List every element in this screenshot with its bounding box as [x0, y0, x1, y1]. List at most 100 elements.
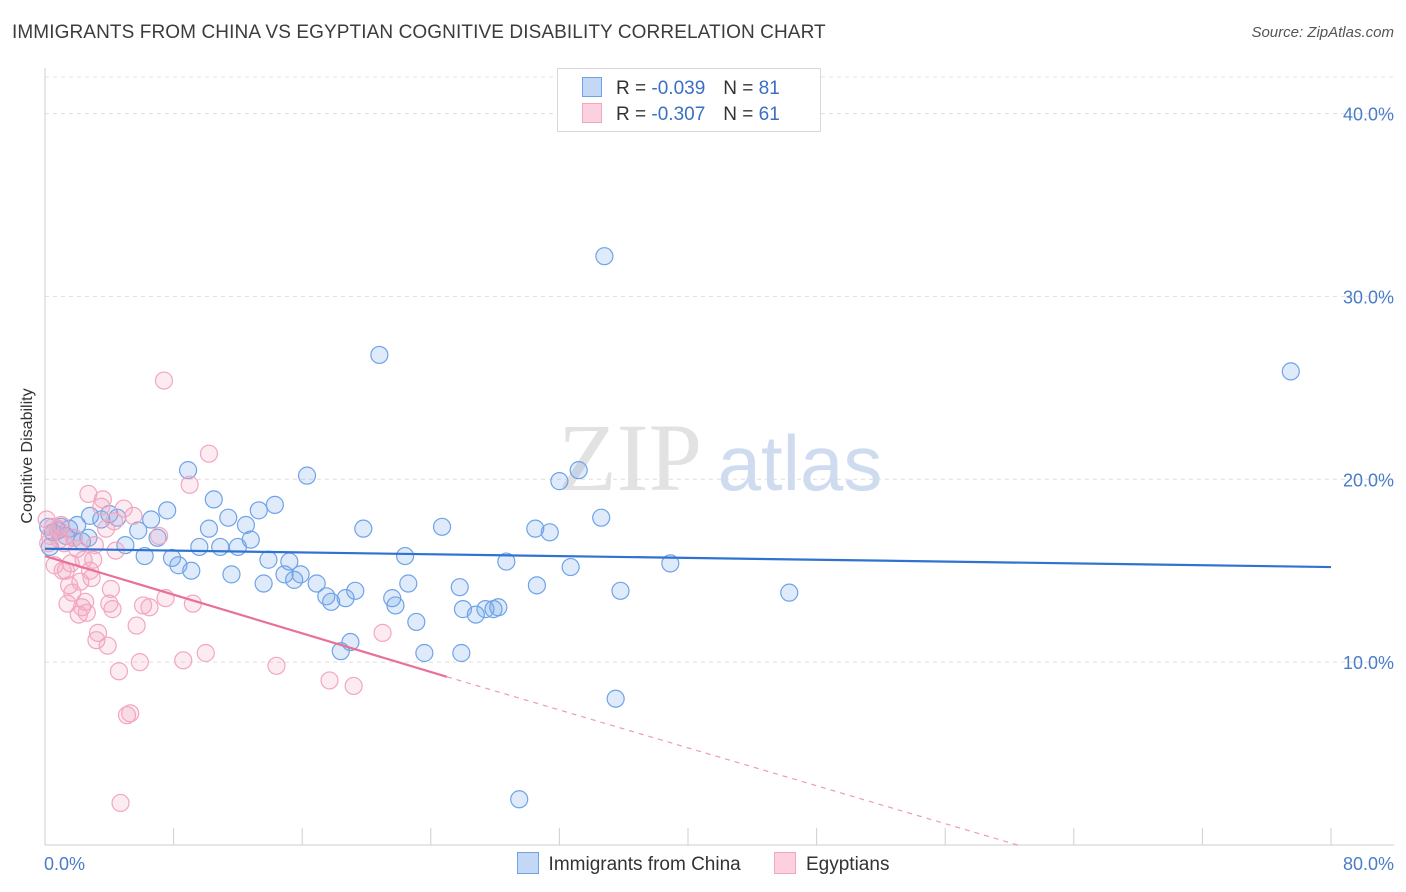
- data-point-china: [190, 537, 209, 557]
- data-point-egyptians: [174, 651, 193, 670]
- chart-source: Source: ZipAtlas.com: [1251, 24, 1394, 41]
- data-point-china: [450, 578, 469, 597]
- data-point-china: [452, 643, 471, 663]
- data-point-china: [466, 605, 485, 624]
- data-point-egyptians: [85, 536, 104, 555]
- data-point-egyptians: [344, 676, 363, 696]
- data-point-china: [661, 554, 680, 573]
- legend-r-value-egyptians: -0.307: [651, 104, 706, 125]
- data-point-china: [265, 495, 284, 514]
- legend-n-label: N =: [723, 78, 754, 99]
- trend-line-egyptians: [44, 555, 448, 678]
- legend-r-label: R =: [616, 78, 647, 99]
- chart-title: IMMIGRANTS FROM CHINA VS EGYPTIAN COGNIT…: [12, 22, 826, 43]
- data-point-egyptians: [133, 596, 153, 615]
- data-point-egyptians: [199, 444, 219, 463]
- legend-r-value-china: -0.039: [651, 78, 706, 99]
- data-point-china: [222, 565, 241, 584]
- data-point-china: [254, 574, 273, 593]
- trend-lines: [44, 547, 1332, 846]
- data-point-china: [526, 519, 545, 538]
- data-point-china: [291, 565, 310, 584]
- data-point-egyptians: [84, 550, 103, 569]
- data-point-egyptians: [98, 636, 117, 655]
- data-point-china: [606, 689, 625, 708]
- data-point-china: [135, 546, 154, 566]
- data-point-egyptians: [267, 656, 286, 675]
- data-point-china: [162, 548, 182, 568]
- data-point-egyptians: [117, 706, 137, 725]
- data-point-china: [550, 472, 569, 491]
- data-point-china: [592, 508, 611, 527]
- data-point-china: [317, 587, 336, 606]
- data-point-china: [336, 589, 355, 608]
- data-point-china: [510, 790, 529, 809]
- legend-item-china[interactable]: Immigrants from China: [516, 852, 741, 876]
- data-point-china: [489, 598, 508, 617]
- gridlines: [45, 76, 1394, 663]
- legend-label-egyptians: Egyptians: [806, 854, 890, 875]
- data-point-china: [322, 592, 341, 611]
- data-point-egyptians: [130, 653, 149, 672]
- data-point-china: [780, 583, 799, 602]
- data-point-egyptians: [105, 512, 124, 531]
- data-point-china: [569, 461, 588, 480]
- data-point-china: [219, 508, 238, 527]
- data-point-china: [178, 461, 198, 480]
- data-point-china: [407, 612, 426, 632]
- data-point-egyptians: [100, 594, 119, 613]
- y-tick-label: 30.0%: [1343, 287, 1394, 307]
- data-point-china: [561, 557, 580, 577]
- data-point-china: [386, 596, 405, 615]
- trend-extension-egyptians: [446, 676, 1018, 846]
- data-point-china: [259, 550, 278, 569]
- trend-line-china: [44, 547, 1332, 569]
- data-point-china: [249, 501, 268, 520]
- data-point-egyptians: [72, 598, 92, 617]
- data-point-china: [211, 537, 230, 557]
- data-point-china: [307, 574, 326, 593]
- data-point-china: [199, 519, 219, 538]
- legend-row-china: R = -0.039 N = 81: [582, 77, 780, 101]
- data-point-egyptians: [154, 371, 174, 390]
- y-tick-label: 40.0%: [1343, 105, 1394, 125]
- data-point-egyptians: [180, 475, 199, 494]
- data-point-egyptians: [320, 671, 339, 690]
- legend-swatch-egyptians: [582, 103, 602, 123]
- data-point-egyptians: [140, 598, 159, 617]
- data-point-egyptians: [51, 515, 71, 535]
- data-point-china: [204, 490, 223, 509]
- legend-swatch-china: [582, 77, 602, 97]
- watermark-zip: ZIP: [558, 404, 702, 511]
- data-point-china: [236, 515, 256, 535]
- data-point-china: [241, 530, 260, 549]
- data-point-china: [497, 552, 516, 571]
- data-point-china: [129, 521, 148, 540]
- series-legend: Immigrants from China Egyptians: [0, 852, 1406, 876]
- data-points: [37, 247, 1300, 813]
- data-point-china: [182, 561, 201, 580]
- data-point-egyptians: [114, 499, 133, 518]
- legend-n-value-china: 81: [758, 78, 780, 99]
- data-point-egyptians: [373, 623, 392, 642]
- data-point-egyptians: [93, 490, 112, 509]
- x-tick-label: 80.0%: [1343, 854, 1394, 874]
- data-point-egyptians: [150, 526, 169, 546]
- watermark-atlas: atlas: [718, 419, 883, 507]
- data-point-china: [354, 519, 373, 538]
- data-point-china: [370, 345, 389, 365]
- legend-n-value-egyptians: 61: [758, 104, 780, 125]
- data-point-egyptians: [109, 662, 129, 681]
- data-point-egyptians: [92, 497, 111, 516]
- data-point-china: [297, 466, 317, 485]
- data-point-china: [540, 523, 559, 542]
- legend-item-egyptians[interactable]: Egyptians: [774, 852, 889, 876]
- legend-r-label: R =: [616, 104, 647, 125]
- data-point-egyptians: [103, 600, 122, 619]
- data-point-egyptians: [124, 506, 143, 525]
- legend-n-label: N =: [723, 104, 754, 125]
- y-tick-label: 20.0%: [1343, 470, 1394, 490]
- data-point-egyptians: [101, 579, 121, 599]
- y-tick-label: 10.0%: [1343, 653, 1394, 673]
